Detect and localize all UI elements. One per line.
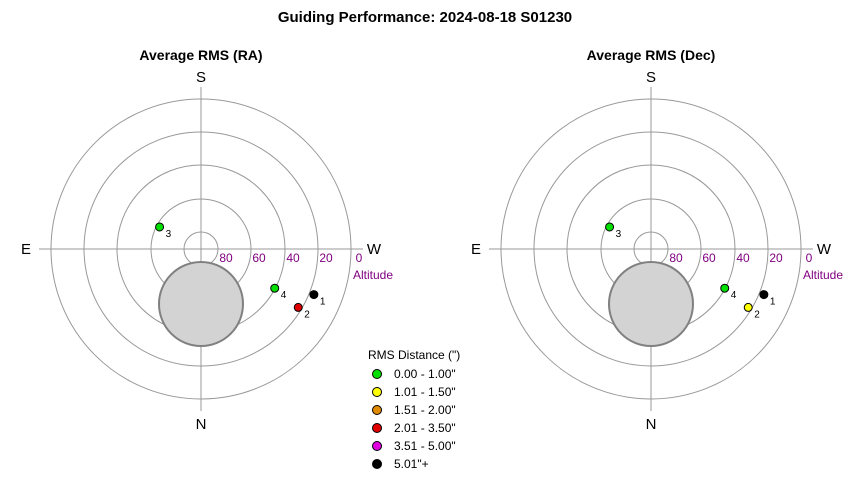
legend-items: 0.00 - 1.00" 1.01 - 1.50" 1.51 - 2.00" 2.01… bbox=[368, 365, 460, 473]
direction-label: N bbox=[196, 416, 207, 433]
legend-swatch bbox=[372, 369, 382, 379]
legend-item: 2.01 - 3.50" bbox=[368, 419, 460, 437]
legend-label: 1.51 - 2.00" bbox=[394, 403, 456, 417]
data-point bbox=[605, 222, 615, 232]
legend-label: 2.01 - 3.50" bbox=[394, 421, 456, 435]
legend-item: 1.01 - 1.50" bbox=[368, 383, 460, 401]
direction-label: S bbox=[646, 69, 656, 86]
data-point-label: 4 bbox=[281, 290, 287, 301]
data-point bbox=[155, 222, 165, 232]
legend-item: 1.51 - 2.00" bbox=[368, 401, 460, 419]
legend-title: RMS Distance (") bbox=[368, 348, 461, 362]
legend-item: 5.01"+ bbox=[368, 455, 460, 473]
altitude-tick-label: 40 bbox=[736, 251, 750, 265]
data-point bbox=[309, 290, 319, 300]
polar-chart: Average RMS (RA) S N E W 80 60 40 20 0 Altitude 12 3… bbox=[21, 47, 393, 433]
legend-label: 5.01"+ bbox=[394, 457, 429, 471]
altitude-tick-label: 60 bbox=[702, 251, 716, 265]
data-point-label: 2 bbox=[304, 309, 310, 320]
zenith-disk bbox=[608, 261, 694, 347]
legend-item: 0.00 - 1.00" bbox=[368, 365, 460, 383]
legend-swatch bbox=[372, 405, 382, 415]
legend: RMS Distance (") 0.00 - 1.00" 1.01 - 1.50… bbox=[368, 348, 460, 473]
altitude-tick-label: 20 bbox=[769, 251, 783, 265]
altitude-axis-label: Altitude bbox=[803, 268, 843, 282]
legend-swatch bbox=[372, 387, 382, 397]
polar-chart: Average RMS (Dec) S N E W 80 60 40 20 0 Altitude 12… bbox=[471, 47, 843, 433]
legend-label: 1.01 - 1.50" bbox=[394, 385, 456, 399]
altitude-tick-label: 80 bbox=[669, 251, 683, 265]
data-point bbox=[720, 283, 730, 293]
data-point-label: 3 bbox=[616, 229, 622, 240]
data-point-label: 4 bbox=[731, 290, 737, 301]
data-point-label: 3 bbox=[166, 229, 172, 240]
direction-label: N bbox=[646, 416, 657, 433]
legend-label: 0.00 - 1.00" bbox=[394, 367, 456, 381]
direction-label: W bbox=[817, 241, 832, 258]
data-point bbox=[293, 302, 303, 312]
subplot-title: Average RMS (RA) bbox=[139, 47, 262, 63]
altitude-axis-label: Altitude bbox=[353, 268, 393, 282]
direction-label: E bbox=[21, 241, 31, 258]
legend-swatch bbox=[372, 459, 382, 469]
data-point-label: 2 bbox=[754, 309, 760, 320]
altitude-tick-label: 0 bbox=[806, 251, 813, 265]
altitude-tick-label: 0 bbox=[356, 251, 363, 265]
direction-label: W bbox=[367, 241, 382, 258]
altitude-tick-label: 20 bbox=[319, 251, 333, 265]
direction-label: S bbox=[196, 69, 206, 86]
legend-swatch bbox=[372, 423, 382, 433]
direction-label: E bbox=[471, 241, 481, 258]
chart-title: Guiding Performance: 2024-08-18 S01230 bbox=[277, 9, 573, 26]
data-point bbox=[743, 302, 753, 312]
legend-label: 3.51 - 5.00" bbox=[394, 439, 456, 453]
altitude-tick-label: 40 bbox=[286, 251, 300, 265]
data-point-label: 1 bbox=[320, 297, 326, 308]
data-point-label: 1 bbox=[770, 297, 776, 308]
legend-item: 3.51 - 5.00" bbox=[368, 437, 460, 455]
data-point bbox=[759, 290, 769, 300]
subplot-title: Average RMS (Dec) bbox=[587, 47, 716, 63]
altitude-tick-label: 80 bbox=[219, 251, 233, 265]
zenith-disk bbox=[158, 261, 244, 347]
legend-swatch bbox=[372, 441, 382, 451]
data-point bbox=[270, 283, 280, 293]
altitude-tick-label: 60 bbox=[252, 251, 266, 265]
